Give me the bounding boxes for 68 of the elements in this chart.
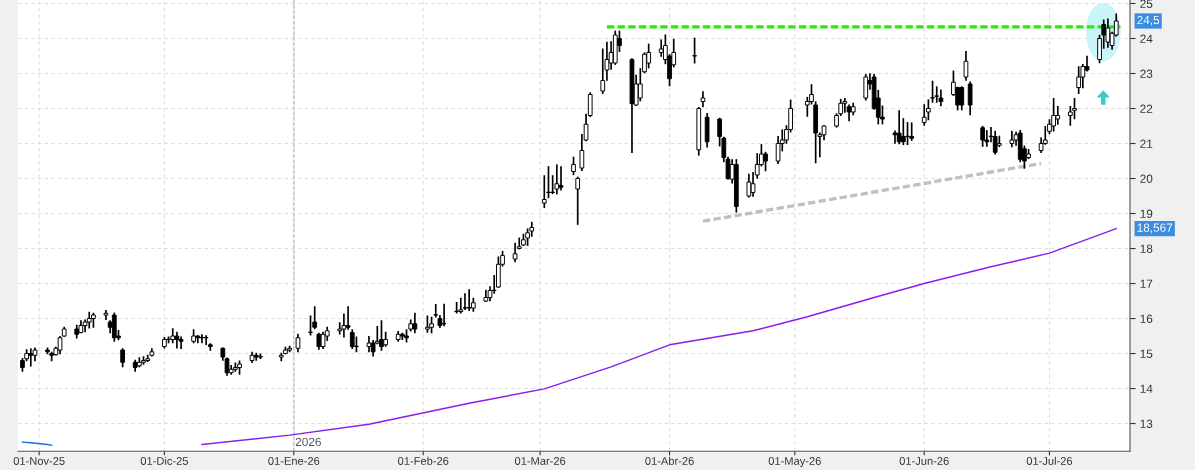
candlestick	[938, 89, 944, 107]
candlestick	[462, 293, 468, 310]
y-tick-label: 24	[1140, 34, 1153, 43]
candlestick	[700, 91, 706, 108]
y-tick-label: 13	[1140, 419, 1153, 428]
y-tick-label: 23	[1140, 69, 1153, 78]
y-tick-label: 16	[1140, 314, 1153, 323]
candlestick	[412, 312, 418, 334]
candlestick	[253, 352, 259, 361]
y-tick-label: 18	[1140, 244, 1153, 253]
candlestick	[1055, 105, 1061, 125]
x-tick-label: 01-Jun-26	[899, 457, 949, 465]
candlestick	[1051, 97, 1056, 132]
candlestick	[909, 122, 915, 141]
candlestick	[558, 166, 564, 191]
candlestick	[575, 176, 581, 225]
candlestick	[967, 81, 973, 116]
candlestick	[49, 351, 55, 362]
x-tick-label: 01-Nov-25	[13, 457, 65, 465]
x-tick-label: 01-May-26	[768, 457, 821, 468]
candlestick	[379, 320, 384, 351]
x-tick-label: 01-Dic-25	[140, 456, 189, 465]
y-tick-label: 14	[1140, 384, 1153, 393]
candlestick	[692, 37, 697, 64]
y-tick-label: 22	[1140, 104, 1153, 113]
line-series	[201, 227, 1117, 446]
candlestick	[1076, 66, 1082, 94]
candlestick	[466, 289, 472, 311]
candlestick	[349, 329, 355, 350]
candlestick	[199, 334, 205, 344]
candlestick	[959, 86, 965, 111]
candlestick	[195, 335, 201, 344]
candlestick	[646, 43, 652, 69]
candlestick	[892, 130, 898, 144]
candlestick	[980, 125, 986, 147]
candlestick	[963, 50, 969, 81]
candlestick	[308, 315, 313, 336]
y-tick-label: 20	[1140, 174, 1153, 183]
candlestick	[896, 110, 902, 145]
y-tick-label: 19	[1140, 209, 1153, 218]
ref-line-label: 2026	[295, 437, 321, 447]
candlestick	[863, 74, 869, 101]
candlestick	[900, 118, 906, 146]
candlestick	[541, 175, 547, 209]
candlestick	[178, 336, 184, 350]
x-tick-label: 01-Ene-26	[268, 457, 320, 465]
candlestick	[746, 173, 752, 198]
y-tick-label: 17	[1140, 279, 1153, 288]
candlestick	[658, 39, 664, 57]
candlestick	[203, 335, 209, 345]
candlestick	[992, 130, 998, 155]
y-tick-label: 25	[1140, 0, 1153, 8]
x-tick-label: 01-Mar-26	[514, 457, 566, 465]
y-tick-label: 21	[1140, 139, 1153, 148]
y-tick-label: 15	[1140, 349, 1153, 358]
annotation: 18,567	[1137, 223, 1173, 234]
x-tick-label: 01-Abr-26	[645, 456, 694, 465]
x-tick-label: 01-Jul-26	[1026, 456, 1073, 465]
annotation: 24,5	[1137, 15, 1160, 26]
candlestick	[170, 328, 176, 344]
candlestick	[984, 130, 990, 147]
candlestick	[554, 164, 560, 195]
candlestick	[458, 297, 464, 314]
candlestick	[930, 80, 935, 103]
candlestick	[842, 97, 848, 113]
candlestick	[103, 309, 109, 321]
x-tick-label: 01-Feb-26	[398, 456, 449, 465]
candlestick	[345, 306, 351, 330]
